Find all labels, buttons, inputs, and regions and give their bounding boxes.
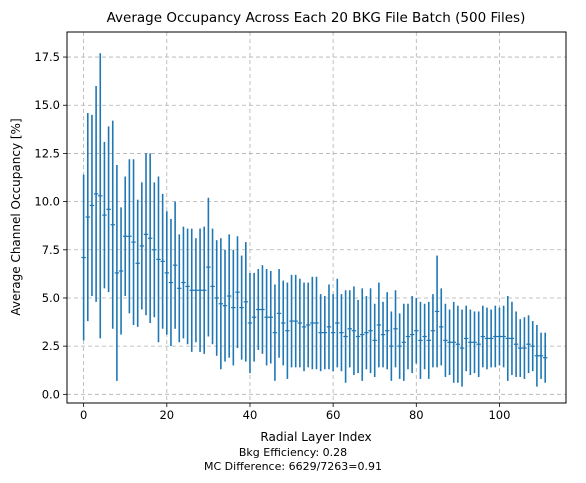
- error-bars: [81, 53, 548, 387]
- x-tick-label: 40: [243, 408, 258, 422]
- x-tick-label: 0: [80, 408, 87, 422]
- x-tick-label: 20: [159, 408, 174, 422]
- y-tick-label: 0.0: [42, 387, 60, 401]
- x-axis-label: Radial Layer Index: [260, 430, 371, 444]
- x-tick-label: 80: [409, 408, 424, 422]
- y-tick-label: 5.0: [42, 291, 60, 305]
- x-tick-label: 100: [488, 408, 510, 422]
- x-tick-label: 60: [326, 408, 341, 422]
- mc-difference-caption: MC Difference: 6629/7263=0.91: [204, 460, 382, 473]
- y-tick-label: 10.0: [34, 195, 60, 209]
- y-tick-label: 2.5: [42, 339, 60, 353]
- axes: 0 20 40 60 80 100 0.0 2.5 5.0 7.5 10.0 12.5 15.0 17.5: [34, 50, 510, 422]
- plot-frame: [66, 31, 567, 404]
- y-tick-label: 15.0: [34, 98, 60, 112]
- y-tick-label: 17.5: [34, 50, 60, 64]
- bkg-efficiency-caption: Bkg Efficiency: 0.28: [238, 446, 348, 459]
- y-tick-label: 12.5: [34, 146, 60, 160]
- y-tick-label: 7.5: [42, 243, 60, 257]
- chart-title: Average Occupancy Across Each 20 BKG Fil…: [107, 10, 526, 26]
- y-axis-label: Average Channel Occupancy [%]: [9, 118, 23, 315]
